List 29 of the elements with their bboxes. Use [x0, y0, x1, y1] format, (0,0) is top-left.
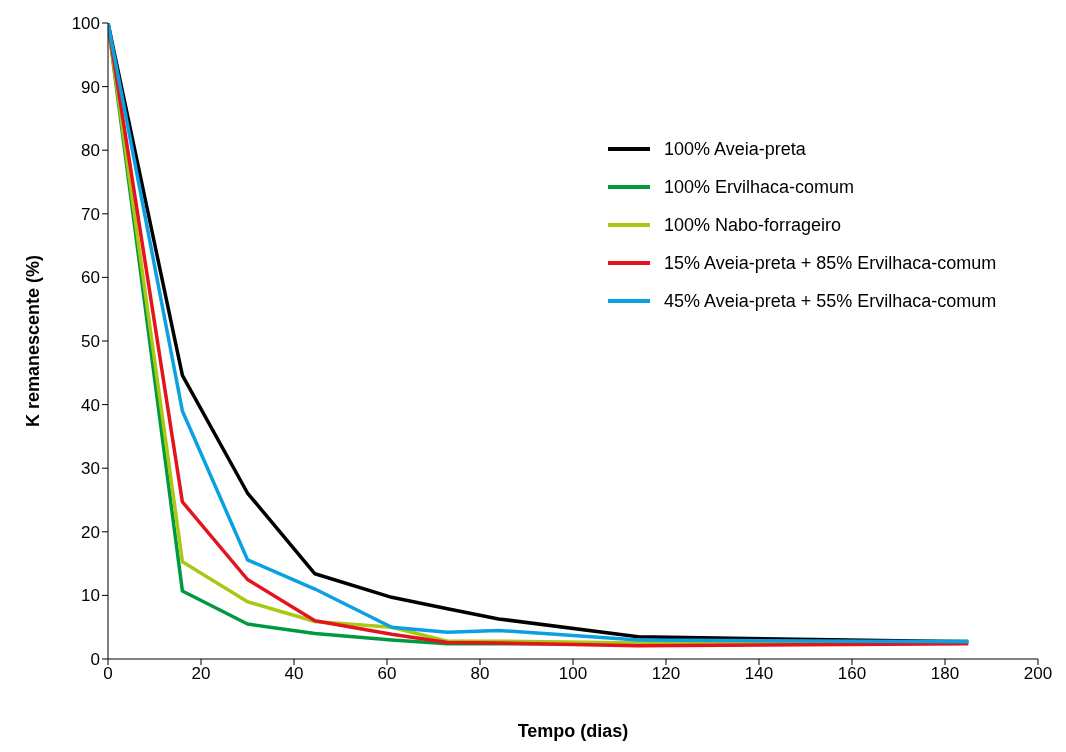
- y-tick-label: 10: [81, 586, 100, 606]
- y-tick-label: 100: [71, 14, 100, 34]
- legend-label: 15% Aveia-preta + 85% Ervilhaca-comum: [664, 252, 997, 275]
- x-tick-label: 100: [558, 664, 588, 684]
- y-tick-label: 90: [81, 77, 100, 97]
- legend-label: 45% Aveia-preta + 55% Ervilhaca-comum: [664, 290, 997, 313]
- y-axis-title: K remanescente (%): [23, 254, 44, 428]
- x-tick-label: 160: [837, 664, 867, 684]
- y-tick-label: 80: [81, 141, 100, 161]
- y-tick-label: 60: [81, 268, 100, 288]
- x-tick-label: 20: [191, 664, 211, 684]
- x-tick-label: 180: [930, 664, 960, 684]
- y-tick-label: 50: [81, 332, 100, 352]
- legend-label: 100% Nabo-forrageiro: [664, 214, 842, 237]
- x-tick-label: 60: [377, 664, 397, 684]
- y-tick-label: 20: [81, 522, 100, 542]
- x-tick-label: 120: [651, 664, 681, 684]
- y-tick-label: 30: [81, 459, 100, 479]
- x-tick-label: 40: [284, 664, 304, 684]
- x-tick-label: 200: [1023, 664, 1053, 684]
- legend-label: 100% Ervilhaca-comum: [664, 176, 855, 199]
- x-tick-label: 0: [103, 664, 113, 684]
- x-axis-title: Tempo (dias): [517, 721, 629, 741]
- legend-label: 100% Aveia-preta: [664, 138, 806, 161]
- y-tick-label: 70: [81, 204, 100, 224]
- x-tick-label: 140: [744, 664, 774, 684]
- y-tick-label: 0: [90, 650, 100, 670]
- y-tick-label: 40: [81, 395, 100, 415]
- x-tick-label: 80: [470, 664, 490, 684]
